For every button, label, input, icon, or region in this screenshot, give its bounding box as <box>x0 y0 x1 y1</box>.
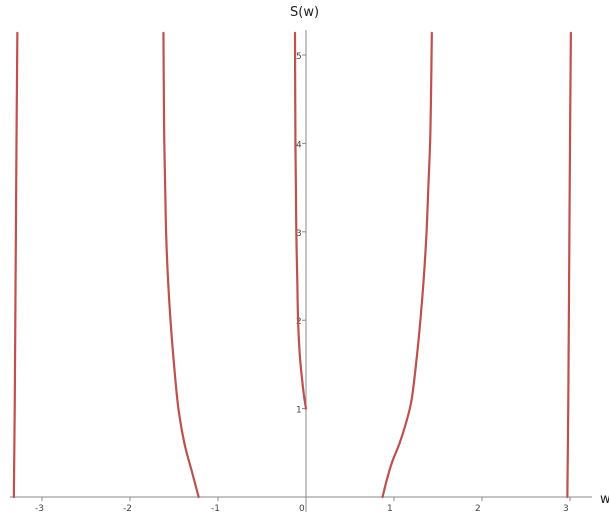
axes: w S(w) <box>10 5 609 512</box>
series-curve-4 <box>381 31 433 499</box>
x-tick-label: 3 <box>563 504 569 514</box>
series-curve-3 <box>293 31 308 410</box>
y-tick-label: 5 <box>296 52 302 62</box>
y-tick-label: 1 <box>296 406 302 416</box>
series-curve-5 <box>566 31 572 499</box>
x-tick-label: -2 <box>123 504 132 514</box>
x-tick-label: -3 <box>35 504 44 514</box>
y-tick-label: 4 <box>296 140 302 150</box>
x-tick-label: 1 <box>387 504 393 514</box>
series-curve-1 <box>12 31 19 499</box>
x-tick-label: -1 <box>211 504 220 514</box>
x-tick-label: 0 <box>299 504 305 514</box>
y-tick-label: 3 <box>296 229 302 239</box>
y-axis-label: S(w) <box>290 5 319 20</box>
series-group <box>12 31 572 499</box>
series-curve-2 <box>162 31 200 499</box>
x-tick-label: 2 <box>475 504 481 514</box>
x-axis-label: w <box>600 492 609 507</box>
